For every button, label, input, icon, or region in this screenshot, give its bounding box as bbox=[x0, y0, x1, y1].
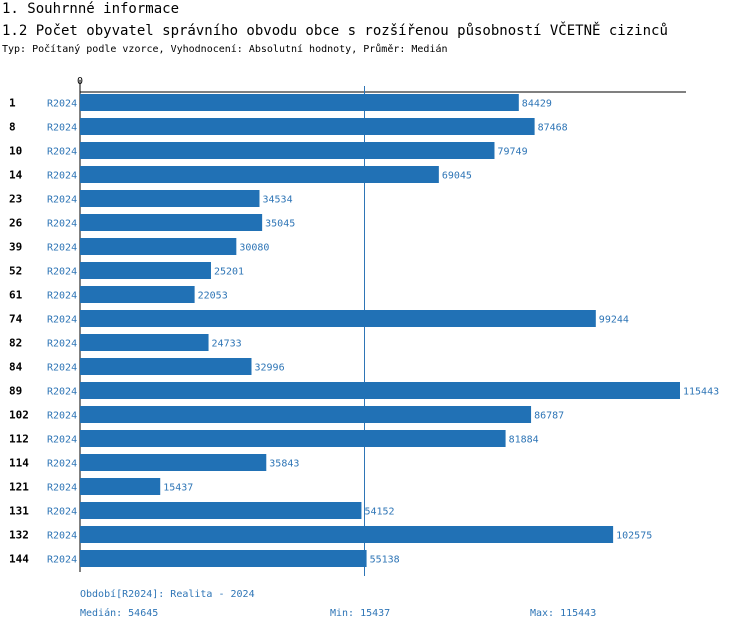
series-label: R2024 bbox=[47, 363, 77, 374]
value-label: 55138 bbox=[370, 555, 400, 566]
bar bbox=[80, 166, 439, 183]
series-label: R2024 bbox=[47, 243, 77, 254]
footer-max: Max: 115443 bbox=[530, 608, 597, 619]
bar bbox=[80, 118, 535, 135]
bar bbox=[80, 550, 367, 567]
series-label: R2024 bbox=[47, 339, 77, 350]
category-label: 121 bbox=[9, 481, 29, 494]
series-label: R2024 bbox=[47, 531, 77, 542]
series-label: R2024 bbox=[47, 99, 77, 110]
footer-min: Min: 15437 bbox=[330, 608, 391, 619]
bar bbox=[80, 358, 252, 375]
series-label: R2024 bbox=[47, 123, 77, 134]
value-label: 79749 bbox=[497, 147, 527, 158]
series-label: R2024 bbox=[47, 171, 77, 182]
category-label: 131 bbox=[9, 505, 29, 518]
value-label: 32996 bbox=[254, 363, 284, 374]
series-label: R2024 bbox=[47, 555, 77, 566]
bar bbox=[80, 478, 161, 495]
bar bbox=[80, 502, 362, 519]
category-label: 26 bbox=[9, 217, 23, 230]
series-label: R2024 bbox=[47, 459, 77, 470]
category-label: 144 bbox=[9, 553, 29, 566]
value-label: 115443 bbox=[683, 387, 719, 398]
category-label: 102 bbox=[9, 409, 29, 422]
bar bbox=[80, 430, 506, 447]
series-label: R2024 bbox=[47, 411, 77, 422]
value-label: 87468 bbox=[538, 123, 568, 134]
value-label: 22053 bbox=[198, 291, 228, 302]
series-label: R2024 bbox=[47, 483, 77, 494]
bar bbox=[80, 454, 267, 471]
value-label: 34534 bbox=[262, 195, 292, 206]
value-label: 35045 bbox=[265, 219, 295, 230]
category-label: 82 bbox=[9, 337, 22, 350]
value-label: 69045 bbox=[442, 171, 472, 182]
bar bbox=[80, 214, 263, 231]
bar bbox=[80, 334, 209, 351]
value-label: 54152 bbox=[364, 507, 394, 518]
value-label: 30080 bbox=[239, 243, 269, 254]
category-label: 74 bbox=[9, 313, 23, 326]
category-label: 61 bbox=[9, 289, 23, 302]
bar bbox=[80, 526, 614, 543]
category-label: 14 bbox=[9, 169, 23, 182]
series-label: R2024 bbox=[47, 219, 77, 230]
value-label: 84429 bbox=[522, 99, 552, 110]
series-label: R2024 bbox=[47, 435, 77, 446]
series-label: R2024 bbox=[47, 315, 77, 326]
category-label: 23 bbox=[9, 193, 22, 206]
category-label: 1 bbox=[9, 97, 16, 110]
category-label: 39 bbox=[9, 241, 22, 254]
value-label: 35843 bbox=[269, 459, 299, 470]
category-label: 52 bbox=[9, 265, 22, 278]
series-label: R2024 bbox=[47, 507, 77, 518]
series-label: R2024 bbox=[47, 147, 77, 158]
value-label: 24733 bbox=[212, 339, 242, 350]
series-label: R2024 bbox=[47, 195, 77, 206]
bar-chart: 01R2024844298R20248746810R20247974914R20… bbox=[9, 76, 719, 576]
bar bbox=[80, 142, 495, 159]
series-label: R2024 bbox=[47, 387, 77, 398]
chart-title: 1.2 Počet obyvatel správního obvodu obce… bbox=[2, 23, 668, 39]
value-label: 99244 bbox=[599, 315, 629, 326]
series-label: R2024 bbox=[47, 267, 77, 278]
bar bbox=[80, 94, 519, 111]
value-label: 15437 bbox=[163, 483, 193, 494]
value-label: 25201 bbox=[214, 267, 244, 278]
value-label: 86787 bbox=[534, 411, 564, 422]
category-label: 8 bbox=[9, 121, 16, 134]
category-label: 112 bbox=[9, 433, 29, 446]
category-label: 132 bbox=[9, 529, 29, 542]
footer-median: Medián: 54645 bbox=[80, 608, 159, 619]
category-label: 10 bbox=[9, 145, 22, 158]
footer-period: Období[R2024]: Realita - 2024 bbox=[80, 589, 255, 600]
category-label: 89 bbox=[9, 385, 22, 398]
bar bbox=[80, 262, 211, 279]
bar bbox=[80, 310, 596, 327]
value-label: 81884 bbox=[509, 435, 539, 446]
chart-subtitle: Typ: Počítaný podle vzorce, Vyhodnocení:… bbox=[2, 44, 448, 55]
category-label: 114 bbox=[9, 457, 29, 470]
section-heading: 1. Souhrnné informace bbox=[2, 1, 180, 17]
bar bbox=[80, 286, 195, 303]
series-label: R2024 bbox=[47, 291, 77, 302]
bar bbox=[80, 238, 237, 255]
bar bbox=[80, 190, 260, 207]
bar bbox=[80, 382, 680, 399]
bar bbox=[80, 406, 532, 423]
category-label: 84 bbox=[9, 361, 23, 374]
value-label: 102575 bbox=[616, 531, 652, 542]
